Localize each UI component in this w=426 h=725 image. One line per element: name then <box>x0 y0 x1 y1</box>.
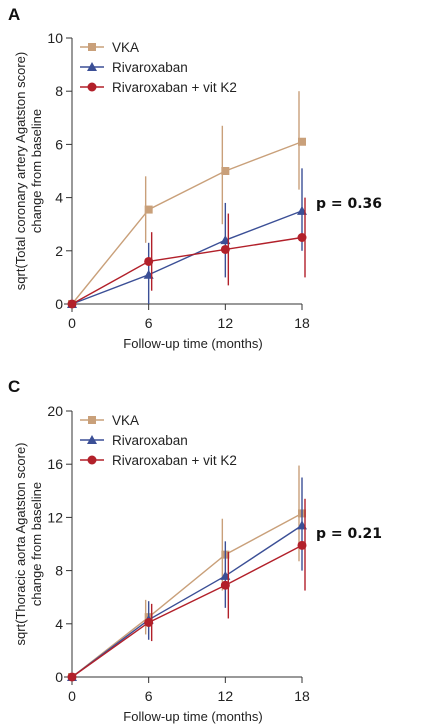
x-tick-label: 18 <box>294 688 310 704</box>
legend-entry: Rivaroxaban <box>112 433 188 448</box>
legend-entry: Rivaroxaban + vit K2 <box>112 80 237 95</box>
x-tick-label: 12 <box>218 315 234 331</box>
series-line <box>71 524 303 678</box>
series-line <box>71 210 303 305</box>
y-tick-label: 8 <box>55 563 63 579</box>
y-tick-label: 12 <box>47 509 63 525</box>
chart-panel-c: C 0 4 8 12 16 20 0 6 12 18 Follow-up time (months) s… <box>8 377 382 724</box>
y-tick-label: 4 <box>55 616 63 632</box>
y-tick-label: 0 <box>55 296 63 312</box>
data-point <box>144 617 154 627</box>
p-value-annotation: p = 0.21 <box>316 526 382 542</box>
series-rivaroxaban-vit-k2 <box>67 498 307 682</box>
series-rivaroxaban <box>67 477 307 681</box>
y-tick-label: 0 <box>55 669 63 685</box>
x-axis-label: Follow-up time (months) <box>123 709 262 724</box>
y-tick-label: 6 <box>55 136 63 152</box>
p-value-annotation: p = 0.36 <box>316 196 382 212</box>
series-rivaroxaban-vit-k2 <box>67 197 307 309</box>
y-tick-label: 16 <box>47 456 63 472</box>
data-point <box>67 672 77 682</box>
panel-letter: C <box>8 377 20 396</box>
series-line <box>71 544 303 678</box>
legend-entry: Rivaroxaban <box>112 60 188 75</box>
legend-marker <box>88 416 96 424</box>
data-point <box>221 167 230 175</box>
x-tick-label: 6 <box>145 688 153 704</box>
y-axis-label-line-2: change from baseline <box>29 482 44 606</box>
series-line <box>71 512 303 678</box>
y-tick-label: 8 <box>55 83 63 99</box>
y-tick-label: 10 <box>47 30 63 46</box>
chart-panel-a: A 0 2 4 6 8 10 0 6 12 18 Follow-up time (months) sqr… <box>8 5 382 351</box>
data-point <box>144 256 154 266</box>
legend-marker <box>87 62 97 71</box>
legend-entry: VKA <box>112 413 139 428</box>
legend-marker <box>87 435 97 444</box>
data-point <box>297 540 307 550</box>
data-point <box>297 233 307 242</box>
panel-letter: A <box>8 5 20 24</box>
legend: VKA Rivaroxaban Rivaroxaban + vit K2 <box>80 413 237 468</box>
data-point <box>144 205 153 214</box>
legend-marker <box>88 43 96 51</box>
data-point <box>67 299 77 309</box>
legend: VKA Rivaroxaban Rivaroxaban + vit K2 <box>80 40 237 95</box>
x-tick-label: 18 <box>294 315 310 331</box>
series-vka <box>68 465 306 681</box>
y-tick-label: 4 <box>55 190 63 206</box>
legend-entry: Rivaroxaban + vit K2 <box>112 453 237 468</box>
x-tick-label: 0 <box>68 315 76 331</box>
y-tick-label: 20 <box>47 403 63 419</box>
x-tick-label: 0 <box>68 688 76 704</box>
legend-marker <box>87 455 97 465</box>
data-point <box>220 244 230 254</box>
y-axis-label: sqrt(Total coronary artery Agatston scor… <box>13 52 44 290</box>
y-tick-label: 2 <box>55 243 63 259</box>
y-axis-label-line-1: sqrt(Thoracic aorta Agatston score) <box>13 442 28 645</box>
series-vka <box>68 91 306 308</box>
x-axis-label: Follow-up time (months) <box>123 336 262 351</box>
legend-marker <box>87 82 97 92</box>
y-axis-label: sqrt(Thoracic aorta Agatston score) chang… <box>13 442 44 645</box>
series-line <box>71 141 303 305</box>
x-tick-label: 12 <box>218 688 234 704</box>
legend-entry: VKA <box>112 40 139 55</box>
y-axis-label-line-2: change from baseline <box>29 109 44 233</box>
series-line <box>71 236 303 305</box>
y-axis-label-line-1: sqrt(Total coronary artery Agatston scor… <box>13 52 28 290</box>
data-point <box>298 137 306 146</box>
x-tick-label: 6 <box>145 315 153 331</box>
data-point <box>220 580 230 590</box>
